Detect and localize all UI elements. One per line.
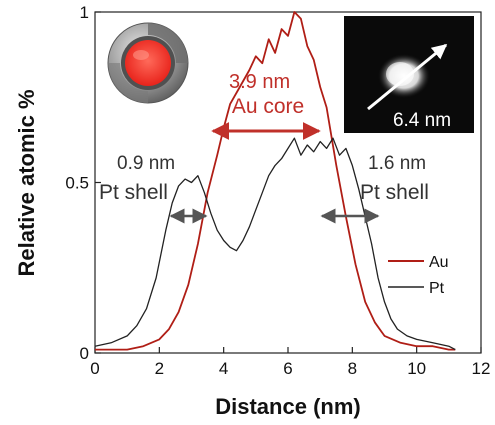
x-tick-label: 4: [219, 359, 228, 378]
y-tick-label: 0.5: [65, 174, 89, 193]
core-label: Au core: [232, 95, 304, 118]
x-tick-label: 2: [155, 359, 164, 378]
series-layer: [94, 11, 456, 351]
x-axis-title: Distance (nm): [215, 394, 360, 419]
particle-illustration: [107, 22, 189, 104]
y-tick-label: 0: [80, 344, 89, 363]
stem-inset-image: 6.4 nm: [344, 16, 474, 133]
left-shell-annotation: 0.9 nm Pt shell: [99, 153, 208, 224]
core-annotation: 3.9 nm Au core: [211, 71, 321, 140]
legend-label-au: Au: [429, 254, 449, 271]
left-shell-size-label: 0.9 nm: [117, 153, 175, 174]
series-line-pt: [94, 137, 456, 351]
legend-label-pt: Pt: [429, 280, 445, 297]
core-size-label: 3.9 nm: [229, 71, 290, 93]
series-line-au: [95, 11, 456, 351]
y-tick-label: 1: [80, 3, 89, 22]
legend: Au Pt: [388, 254, 449, 297]
tick-labels: 0 2 4 6 8 10 12 0 0.5 1: [65, 3, 490, 378]
x-tick-label: 0: [90, 359, 99, 378]
left-shell-label: Pt shell: [99, 181, 168, 204]
inset-scale-label: 6.4 nm: [393, 110, 451, 131]
right-shell-annotation: 1.6 nm Pt shell: [320, 153, 429, 224]
right-shell-label: Pt shell: [360, 181, 429, 204]
x-tick-label: 8: [348, 359, 357, 378]
axis-ticks: [94, 11, 482, 354]
right-shell-size-label: 1.6 nm: [368, 153, 426, 174]
inset-scale-arrow: [367, 43, 448, 111]
x-tick-label: 12: [472, 359, 491, 378]
x-tick-label: 10: [407, 359, 426, 378]
y-axis-title: Relative atomic %: [14, 89, 39, 276]
x-tick-label: 6: [283, 359, 292, 378]
